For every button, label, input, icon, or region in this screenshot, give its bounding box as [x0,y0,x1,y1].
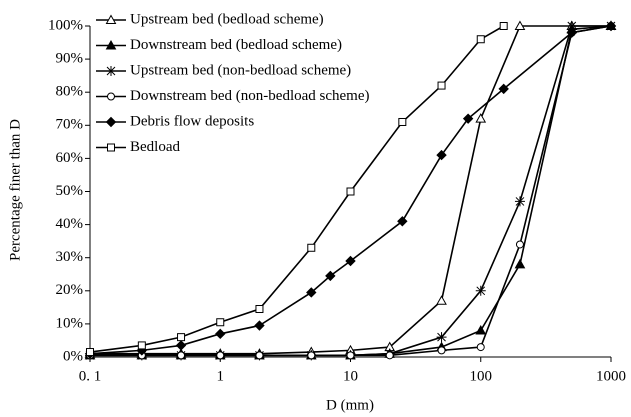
legend-marker [107,92,115,101]
data-point [436,295,447,305]
y-tick-label: 90% [56,51,84,67]
legend-label: Downstream bed (non-bedload scheme) [130,88,370,104]
data-point [515,240,524,249]
legend-marker [105,116,117,128]
y-tick-label: 10% [56,315,84,331]
legend-marker [105,14,117,24]
legend-label: Bedload [130,139,180,155]
data-point [498,83,509,95]
data-point [475,325,487,335]
data-point [137,341,146,350]
data-point [475,285,486,296]
y-tick-label: 0% [63,348,83,364]
data-point [325,270,336,282]
y-tick-label: 30% [56,249,84,265]
data-point [566,21,577,31]
data-point [397,216,408,227]
data-point [476,343,485,352]
y-tick-label: 40% [56,216,84,232]
x-tick-label: 100 [470,368,493,384]
data-point [306,287,317,298]
data-point [514,258,526,269]
x-tick-label: 1000 [596,368,626,384]
data-point [86,348,94,357]
y-tick-label: 50% [56,183,84,199]
data-point [177,351,186,360]
data-point [216,351,225,360]
data-point [437,81,446,90]
legend-label: Upstream bed (bedload scheme) [130,11,324,27]
y-tick-label: 100% [48,17,83,33]
data-point [475,113,487,123]
data-point [436,332,447,343]
data-point [385,351,394,360]
x-tick-label: 10 [343,368,358,384]
x-tick-label: 0. 1 [79,368,102,384]
data-point [177,333,186,342]
data-point [476,35,485,44]
data-point [566,27,577,38]
x-tick-label: 1 [217,368,225,384]
data-point [254,320,265,331]
data-point [345,255,356,267]
data-point [514,20,526,30]
data-point [514,196,525,207]
data-point [175,340,187,351]
data-point [215,328,226,340]
legend-label: Upstream bed (non-bedload scheme) [130,62,351,78]
legend-label: Debris flow deposits [130,113,254,129]
data-point [462,113,474,124]
data-point [437,346,446,355]
data-point [398,117,407,126]
y-tick-label: 80% [56,84,84,100]
legend-marker [106,66,116,76]
y-tick-label: 60% [56,150,84,166]
data-point [346,187,355,196]
x-axis-label: D (mm) [326,397,374,413]
data-point [605,20,617,32]
y-tick-label: 20% [56,282,84,298]
data-point [499,22,508,30]
legend-label: Downstream bed (bedload scheme) [130,37,342,53]
data-point [216,318,225,327]
data-point [436,149,447,161]
data-point [346,351,355,360]
legend-marker [107,143,115,152]
data-point [255,305,264,314]
data-point [307,351,316,360]
legend-marker [105,39,117,50]
data-point [255,351,264,360]
data-point [307,243,316,252]
series-line [89,25,612,355]
y-axis-label: Percentage finer than D [7,119,23,261]
y-tick-label: 70% [56,117,84,133]
